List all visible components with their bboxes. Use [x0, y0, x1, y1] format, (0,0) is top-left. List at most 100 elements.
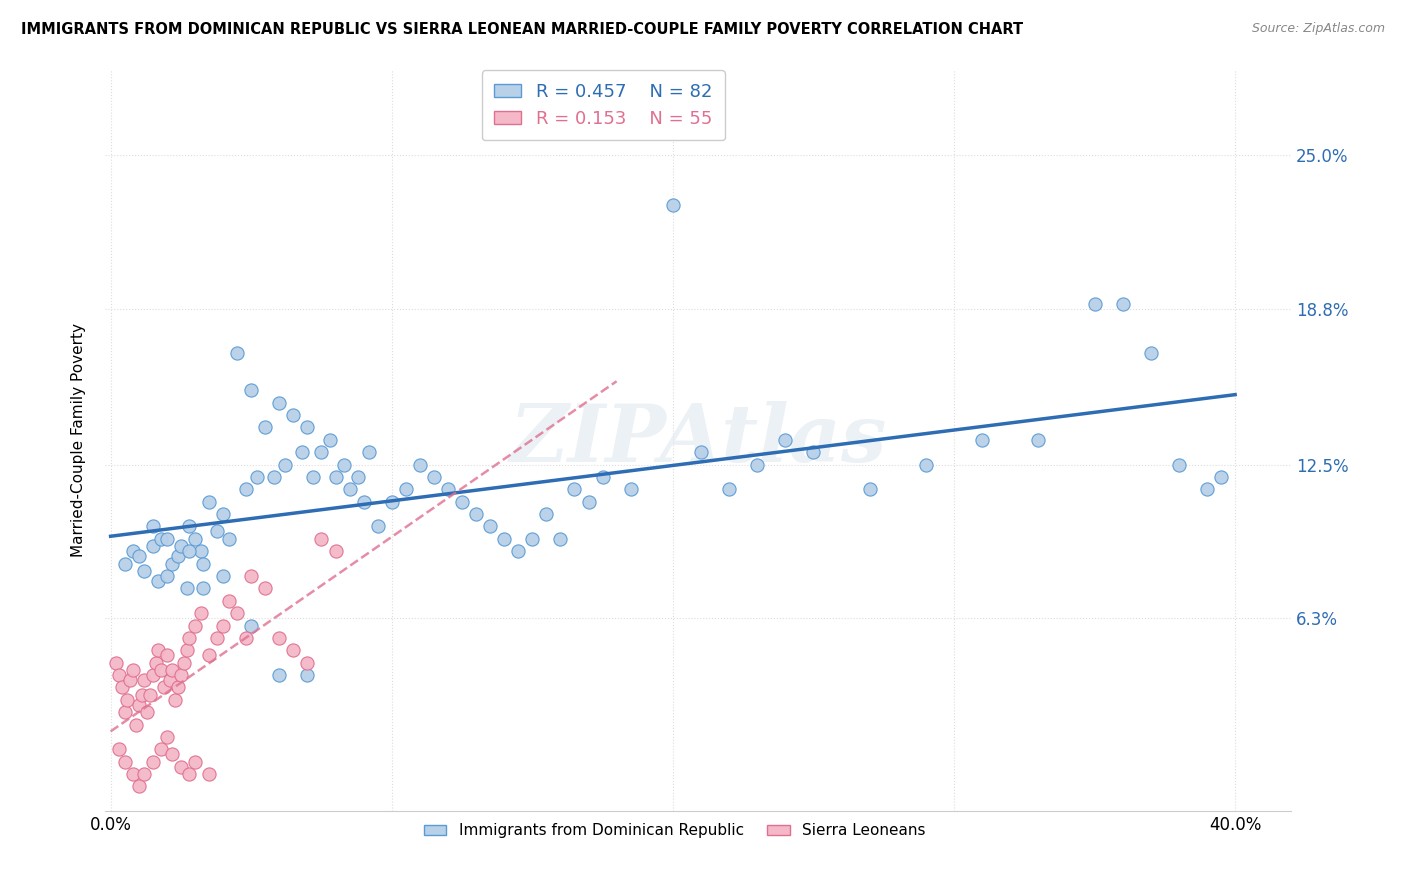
Point [423, 470, 446, 484]
Point [198, 767, 221, 781]
Point [620, 483, 643, 497]
Point [179, 544, 201, 558]
Point [117, 693, 139, 707]
Point [179, 631, 201, 645]
Point [198, 648, 221, 663]
Point [747, 458, 769, 472]
Point [311, 445, 333, 459]
Point [114, 755, 136, 769]
Point [142, 539, 165, 553]
Point [170, 668, 193, 682]
Point [859, 483, 882, 497]
Point [162, 557, 184, 571]
Point [297, 420, 319, 434]
Point [235, 631, 257, 645]
Point [176, 582, 198, 596]
Point [254, 420, 277, 434]
Point [167, 549, 190, 564]
Point [150, 663, 173, 677]
Point [775, 433, 797, 447]
Point [297, 656, 319, 670]
Point [226, 606, 249, 620]
Point [578, 494, 600, 508]
Point [254, 582, 277, 596]
Point [134, 767, 156, 781]
Point [508, 544, 530, 558]
Point [240, 618, 263, 632]
Point [114, 557, 136, 571]
Point [690, 445, 713, 459]
Point [148, 643, 170, 657]
Point [381, 494, 404, 508]
Point [156, 569, 179, 583]
Point [167, 681, 190, 695]
Point [128, 549, 150, 564]
Point [193, 557, 215, 571]
Point [479, 519, 502, 533]
Point [153, 681, 176, 695]
Point [212, 618, 235, 632]
Point [465, 507, 488, 521]
Point [170, 539, 193, 553]
Point [162, 663, 184, 677]
Point [156, 532, 179, 546]
Point [437, 483, 460, 497]
Point [173, 656, 195, 670]
Point [269, 395, 291, 409]
Point [176, 643, 198, 657]
Point [162, 747, 184, 762]
Point [198, 494, 221, 508]
Point [207, 631, 229, 645]
Point [114, 705, 136, 719]
Point [409, 458, 432, 472]
Point [564, 483, 586, 497]
Point [108, 668, 131, 682]
Point [1139, 346, 1161, 360]
Legend: Immigrants from Dominican Republic, Sierra Leoneans: Immigrants from Dominican Republic, Sier… [418, 817, 931, 845]
Point [283, 643, 305, 657]
Point [142, 755, 165, 769]
Point [240, 384, 263, 398]
Point [125, 717, 148, 731]
Point [494, 532, 516, 546]
Point [662, 197, 685, 211]
Point [148, 574, 170, 588]
Point [302, 470, 325, 484]
Point [235, 483, 257, 497]
Point [193, 582, 215, 596]
Point [1195, 483, 1218, 497]
Point [1026, 433, 1049, 447]
Point [550, 532, 572, 546]
Point [128, 698, 150, 712]
Point [246, 470, 269, 484]
Point [120, 673, 142, 687]
Point [367, 519, 389, 533]
Point [142, 519, 165, 533]
Point [122, 544, 145, 558]
Point [339, 483, 361, 497]
Point [274, 458, 297, 472]
Point [111, 681, 134, 695]
Point [803, 445, 825, 459]
Point [592, 470, 614, 484]
Point [218, 532, 240, 546]
Point [297, 668, 319, 682]
Point [134, 673, 156, 687]
Y-axis label: Married-Couple Family Poverty: Married-Couple Family Poverty [72, 323, 86, 557]
Point [319, 433, 342, 447]
Point [1111, 296, 1133, 310]
Point [311, 532, 333, 546]
Point [395, 483, 418, 497]
Point [353, 494, 375, 508]
Point [212, 507, 235, 521]
Point [136, 705, 159, 719]
Point [291, 445, 314, 459]
Text: Source: ZipAtlas.com: Source: ZipAtlas.com [1251, 22, 1385, 36]
Point [333, 458, 356, 472]
Point [150, 532, 173, 546]
Point [190, 606, 212, 620]
Point [165, 693, 187, 707]
Point [184, 618, 207, 632]
Point [184, 532, 207, 546]
Point [128, 780, 150, 794]
